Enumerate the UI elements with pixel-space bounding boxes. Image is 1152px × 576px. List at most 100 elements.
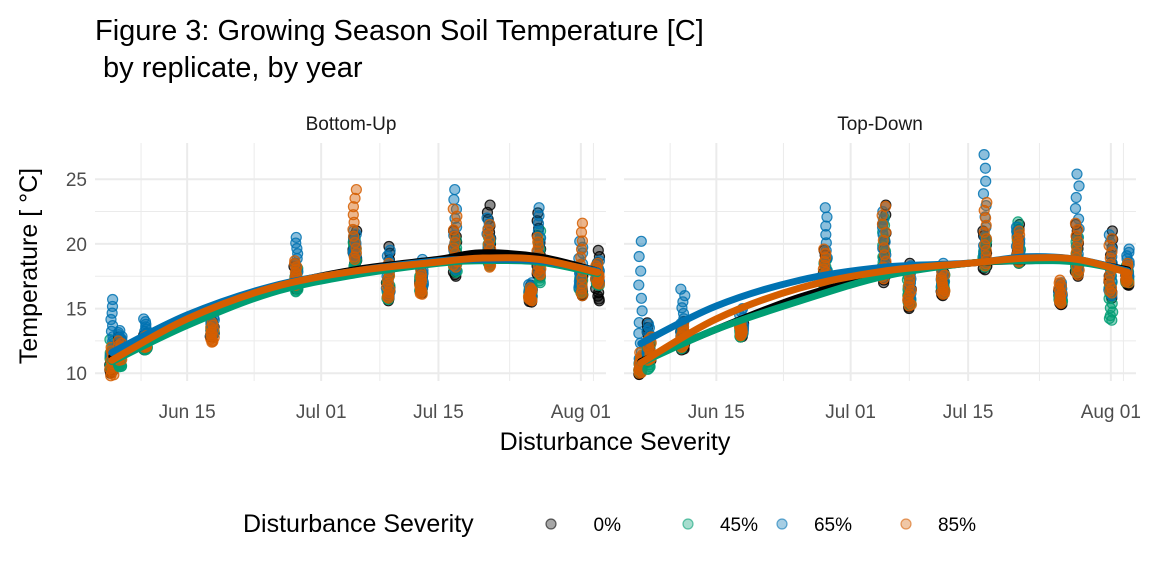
- data-point-85%: [876, 218, 889, 230]
- data-point-65%: [1071, 168, 1083, 180]
- x-tick-labels: Jun 15 Jul 01 Jul 15 Aug 01: [159, 402, 611, 423]
- data-point-0%: [484, 199, 496, 211]
- legend-key-85%: [900, 518, 912, 530]
- data-point-85%: [903, 277, 916, 289]
- data-point-65%: [820, 220, 832, 232]
- data-point-65%: [979, 162, 991, 174]
- data-point-65%: [384, 244, 396, 256]
- data-point-85%: [288, 258, 301, 270]
- data-points: [633, 149, 1135, 381]
- data-point-65%: [138, 313, 150, 325]
- data-point-65%: [633, 279, 645, 291]
- data-point-65%: [533, 210, 545, 222]
- legend-label: 65%: [814, 515, 852, 536]
- data-point-65%: [677, 296, 689, 308]
- data-point-65%: [635, 235, 647, 247]
- data-point-65%: [290, 237, 302, 249]
- data-point-85%: [484, 218, 496, 231]
- data-point-65%: [642, 318, 655, 330]
- data-point-85%: [575, 251, 587, 263]
- data-point-65%: [980, 175, 992, 187]
- data-point-65%: [481, 212, 493, 224]
- data-point-85%: [1106, 233, 1118, 245]
- panel-strip-label: Top-Down: [837, 114, 923, 135]
- y-tick-labels: 10 15 20 25: [66, 170, 87, 385]
- data-point-85%: [818, 243, 830, 255]
- chart-title-line2: by replicate, by year: [95, 52, 363, 84]
- data-point-85%: [1072, 236, 1084, 248]
- data-point-65%: [448, 193, 460, 206]
- data-point-85%: [350, 183, 362, 196]
- x-tick-label: Jul 15: [413, 402, 464, 423]
- smooth-lines: [637, 253, 1132, 367]
- data-point-65%: [633, 327, 645, 339]
- data-point-85%: [1054, 274, 1066, 286]
- data-point-65%: [107, 293, 119, 306]
- data-point-85%: [576, 278, 588, 290]
- y-tick-label: 20: [66, 235, 87, 256]
- legend-key-45%: [682, 518, 694, 530]
- data-point-65%: [533, 202, 545, 214]
- x-tick-label: Jun 15: [688, 402, 745, 423]
- data-point-85%: [1013, 225, 1025, 237]
- x-tick-label: Jul 15: [943, 402, 994, 423]
- data-point-65%: [633, 250, 645, 263]
- data-point-65%: [636, 305, 648, 317]
- data-point-85%: [1072, 224, 1084, 236]
- x-tick-label: Jul 01: [825, 402, 876, 423]
- data-point-85%: [575, 226, 588, 238]
- data-point-65%: [532, 217, 545, 230]
- x-tick-label: Jun 15: [159, 402, 216, 423]
- data-point-85%: [820, 252, 832, 264]
- data-point-85%: [1106, 246, 1118, 258]
- data-point-85%: [903, 281, 915, 293]
- data-point-65%: [1069, 202, 1082, 215]
- y-tick-label: 10: [66, 364, 87, 385]
- legend-key-65%: [776, 518, 788, 530]
- data-point-65%: [877, 205, 889, 218]
- data-point-85%: [447, 224, 460, 236]
- smooth-lines: [108, 249, 602, 366]
- data-point-65%: [114, 324, 126, 337]
- data-point-85%: [979, 239, 991, 251]
- data-point-85%: [1069, 217, 1082, 229]
- legend-title: Disturbance Severity: [243, 510, 474, 538]
- data-point-65%: [820, 229, 832, 241]
- data-point-65%: [819, 202, 831, 214]
- legend-label: 85%: [938, 515, 976, 536]
- smooth-line-85%: [637, 254, 1132, 367]
- panel-top-down: Top-Down Jun 15 Jul 01 Jul 15 Aug 01: [624, 114, 1141, 423]
- data-point-85%: [981, 196, 993, 209]
- data-point-85%: [526, 283, 538, 296]
- data-point-65%: [1123, 243, 1135, 255]
- panel-bottom-up: Bottom-Up Jun 15 Jul 01 Jul 15 Aug 01 10 15 20…: [66, 114, 611, 423]
- data-point-65%: [1073, 180, 1085, 192]
- panel-strip-label: Bottom-Up: [306, 114, 397, 135]
- legend-label: 45%: [720, 515, 758, 536]
- data-point-65%: [978, 149, 990, 161]
- data-point-85%: [347, 209, 359, 221]
- data-point-65%: [635, 292, 648, 304]
- data-point-65%: [679, 290, 691, 302]
- data-point-85%: [347, 201, 360, 213]
- legend: Disturbance Severity 0% 45% 65% 85%: [243, 510, 976, 538]
- data-point-85%: [1103, 239, 1115, 252]
- legend-label: 0%: [594, 515, 622, 536]
- y-tick-label: 25: [66, 170, 87, 191]
- data-point-65%: [1070, 191, 1082, 204]
- data-point-85%: [531, 231, 544, 244]
- data-point-65%: [675, 283, 687, 295]
- data-point-65%: [635, 265, 647, 277]
- data-point-0%: [592, 244, 604, 256]
- y-axis-title: Temperature [ °C]: [15, 168, 43, 364]
- data-point-85%: [879, 200, 892, 212]
- data-point-85%: [576, 235, 589, 247]
- data-point-85%: [980, 233, 993, 245]
- x-tick-labels: Jun 15 Jul 01 Jul 15 Aug 01: [688, 402, 1141, 423]
- data-point-85%: [524, 282, 537, 294]
- data-point-85%: [349, 192, 361, 204]
- legend-key-0%: [545, 518, 557, 530]
- data-point-65%: [290, 231, 302, 244]
- data-point-85%: [575, 243, 588, 255]
